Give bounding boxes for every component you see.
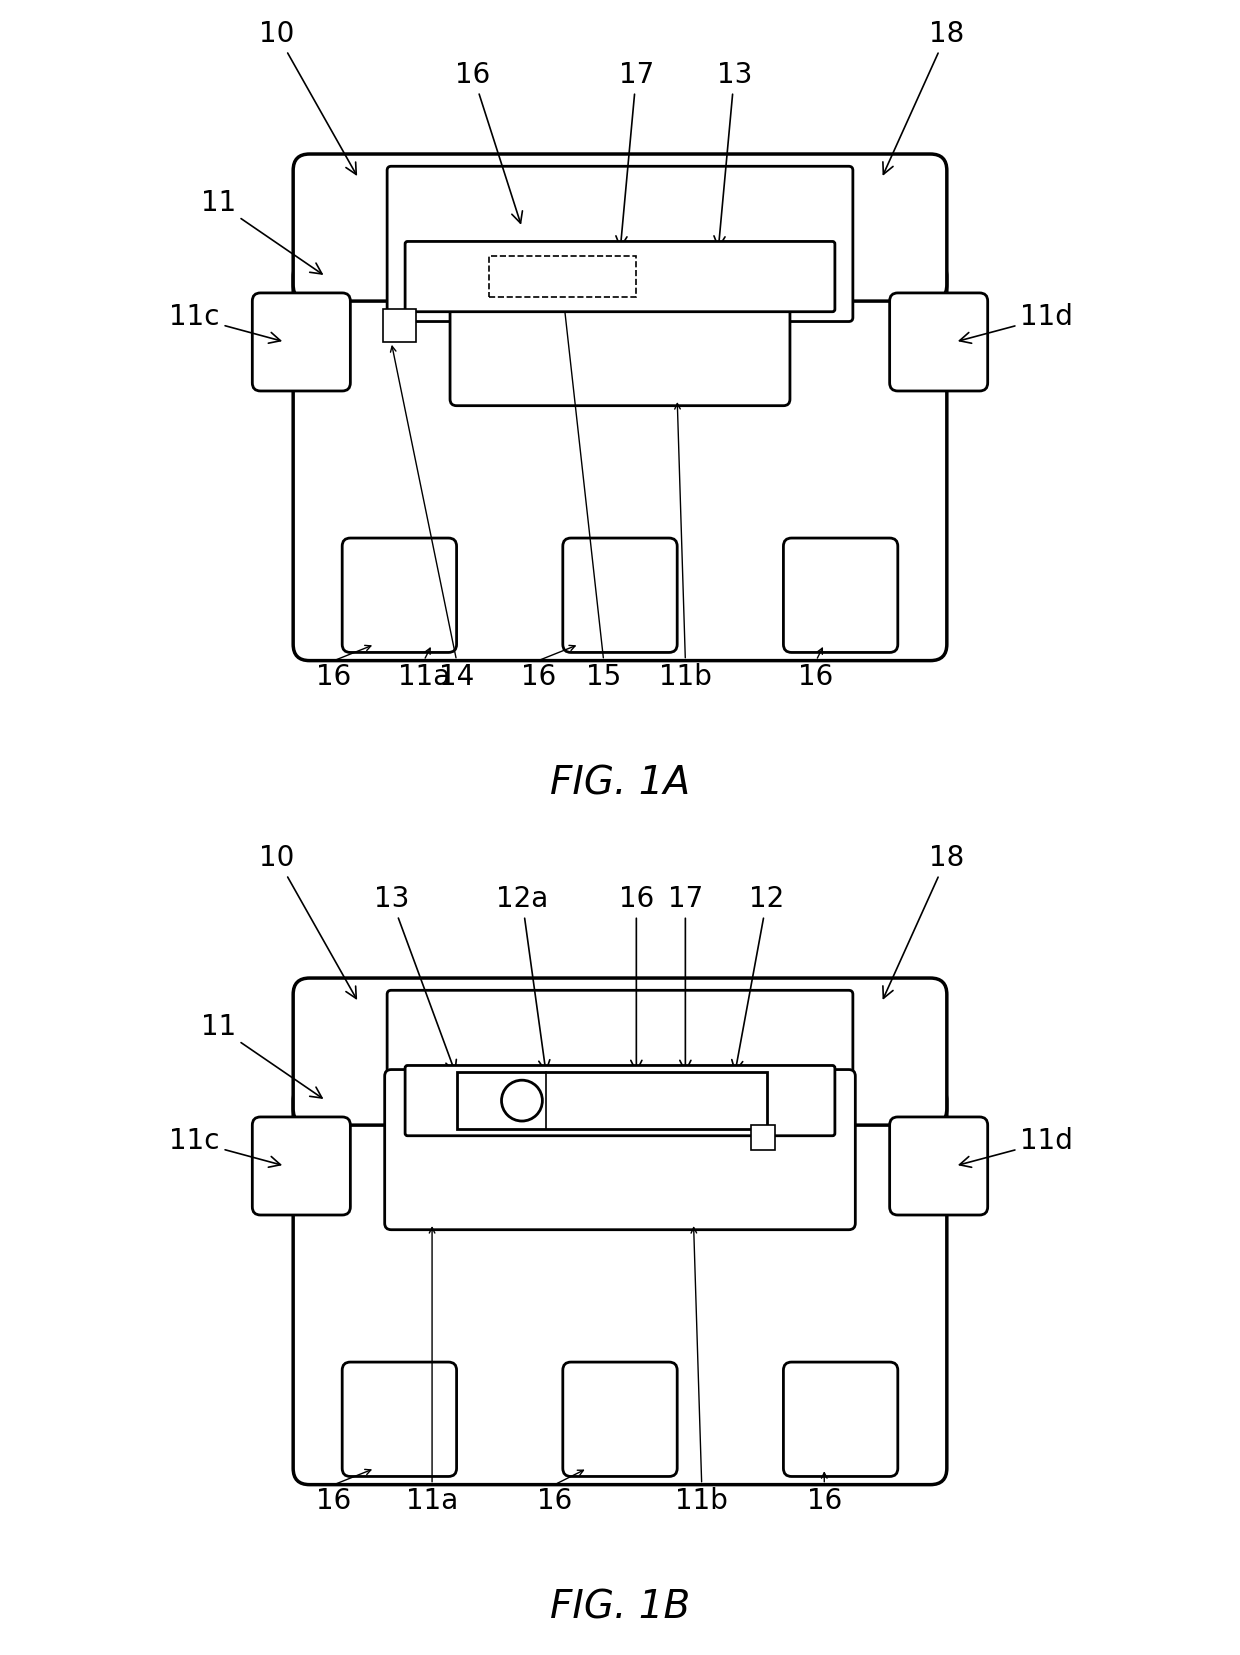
FancyBboxPatch shape: [342, 538, 456, 652]
Bar: [490, 257, 636, 296]
FancyBboxPatch shape: [784, 1362, 898, 1476]
Text: 10: 10: [259, 20, 356, 174]
Text: 11c: 11c: [169, 303, 280, 343]
Text: 11: 11: [201, 189, 322, 275]
Text: 11: 11: [201, 1013, 322, 1097]
Text: 11a: 11a: [405, 1486, 459, 1514]
Text: 12: 12: [732, 885, 785, 1071]
FancyBboxPatch shape: [405, 242, 835, 311]
Bar: [750, 1125, 775, 1150]
Text: 15: 15: [587, 664, 621, 690]
Text: 13: 13: [373, 885, 456, 1072]
FancyBboxPatch shape: [293, 978, 947, 1125]
Text: 11c: 11c: [169, 1127, 280, 1167]
Text: 11a: 11a: [398, 664, 450, 690]
Text: 18: 18: [883, 20, 965, 174]
Text: 11b: 11b: [658, 664, 712, 690]
FancyBboxPatch shape: [784, 538, 898, 652]
Text: 16: 16: [537, 1486, 572, 1514]
Bar: [383, 309, 415, 343]
Text: 17: 17: [668, 885, 703, 1071]
Text: FIG. 1A: FIG. 1A: [549, 765, 691, 803]
FancyBboxPatch shape: [293, 260, 947, 660]
Text: 16: 16: [455, 61, 522, 223]
Text: 16: 16: [521, 664, 556, 690]
FancyBboxPatch shape: [384, 1069, 856, 1230]
Text: 13: 13: [714, 61, 753, 248]
Text: 16: 16: [807, 1486, 842, 1514]
Text: 11d: 11d: [960, 303, 1074, 343]
Text: 11b: 11b: [676, 1486, 728, 1514]
Text: 16: 16: [316, 1486, 352, 1514]
FancyBboxPatch shape: [252, 1117, 351, 1215]
FancyBboxPatch shape: [889, 293, 988, 391]
Text: 16: 16: [619, 885, 653, 1071]
Text: 14: 14: [439, 664, 474, 690]
FancyBboxPatch shape: [889, 1117, 988, 1215]
FancyBboxPatch shape: [387, 166, 853, 321]
FancyBboxPatch shape: [456, 1072, 768, 1129]
FancyBboxPatch shape: [450, 245, 790, 405]
FancyBboxPatch shape: [563, 538, 677, 652]
Text: FIG. 1B: FIG. 1B: [549, 1589, 691, 1627]
Circle shape: [501, 1081, 542, 1120]
FancyBboxPatch shape: [252, 293, 351, 391]
FancyBboxPatch shape: [563, 1362, 677, 1476]
Text: 18: 18: [883, 844, 965, 998]
Text: 16: 16: [316, 664, 352, 690]
Text: 12a: 12a: [496, 885, 549, 1071]
Text: 17: 17: [616, 61, 653, 248]
Text: 16: 16: [799, 664, 833, 690]
FancyBboxPatch shape: [405, 1066, 835, 1135]
FancyBboxPatch shape: [387, 990, 853, 1145]
FancyBboxPatch shape: [293, 154, 947, 301]
FancyBboxPatch shape: [293, 1084, 947, 1485]
Text: 10: 10: [259, 844, 356, 998]
FancyBboxPatch shape: [342, 1362, 456, 1476]
Text: 11d: 11d: [960, 1127, 1074, 1167]
